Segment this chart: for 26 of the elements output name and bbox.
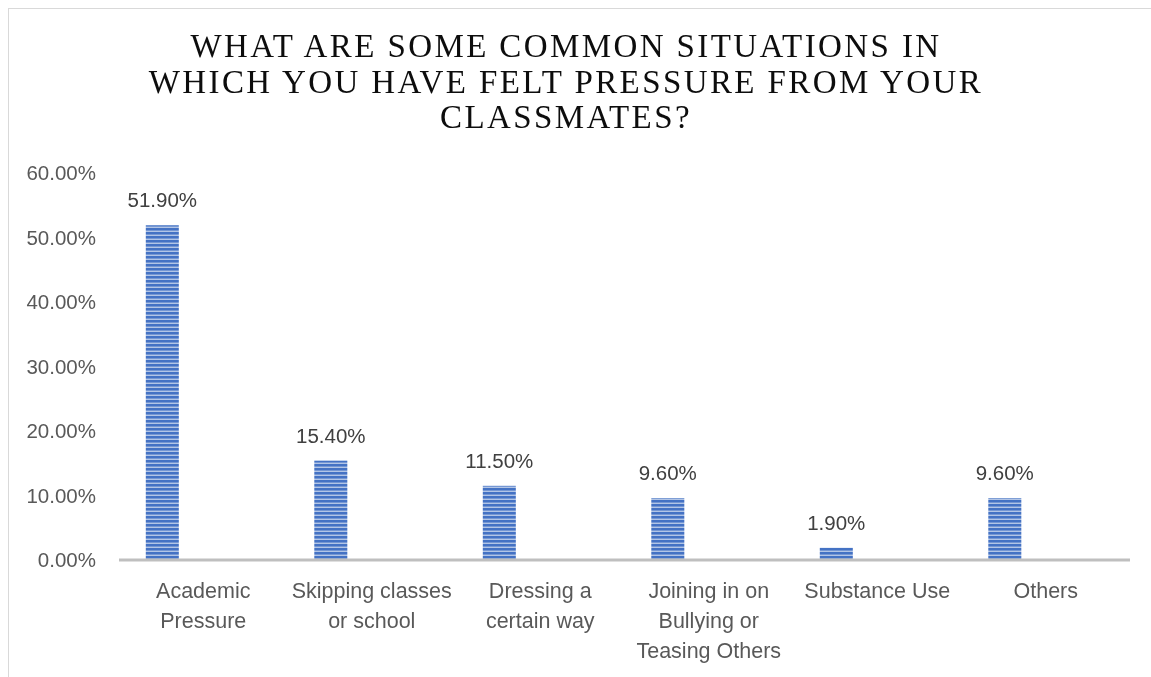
y-tick-label: 0.00%: [37, 548, 96, 572]
x-tick-label: Others: [1013, 579, 1079, 603]
x-tick-label: Substance Use: [804, 579, 951, 603]
y-tick-label: 10.00%: [26, 483, 96, 507]
data-label: 9.60%: [975, 461, 1034, 485]
y-tick-label: 30.00%: [26, 354, 96, 378]
data-label: 1.90%: [807, 510, 866, 534]
bar: [651, 498, 685, 560]
data-label: 15.40%: [296, 423, 366, 447]
x-tick-label: Skipping classes or school: [291, 579, 452, 633]
x-tick-label: Academic Pressure: [156, 579, 251, 633]
y-tick-label: 20.00%: [26, 419, 96, 443]
y-tick-label: 40.00%: [26, 290, 96, 314]
y-tick-label: 50.00%: [26, 225, 96, 249]
data-label: 51.90%: [127, 188, 198, 212]
bar: [819, 547, 853, 560]
bar: [314, 460, 348, 560]
bar: [482, 485, 516, 560]
y-tick-label: 60.00%: [26, 161, 96, 185]
x-tick-label: Joining in on Bullying or Teasing Others: [636, 579, 782, 663]
x-tick-label: Dressing a certain way: [485, 579, 595, 633]
chart-title: WHAT ARE SOME COMMON SITUATIONS IN WHICH YOU HAVE FELT PRESSURE FROM YOUR CLASSMATES?: [148, 28, 984, 135]
data-label: 11.50%: [465, 448, 534, 472]
bar: [988, 498, 1022, 560]
data-label: 9.60%: [638, 461, 697, 485]
bar: [145, 225, 179, 560]
